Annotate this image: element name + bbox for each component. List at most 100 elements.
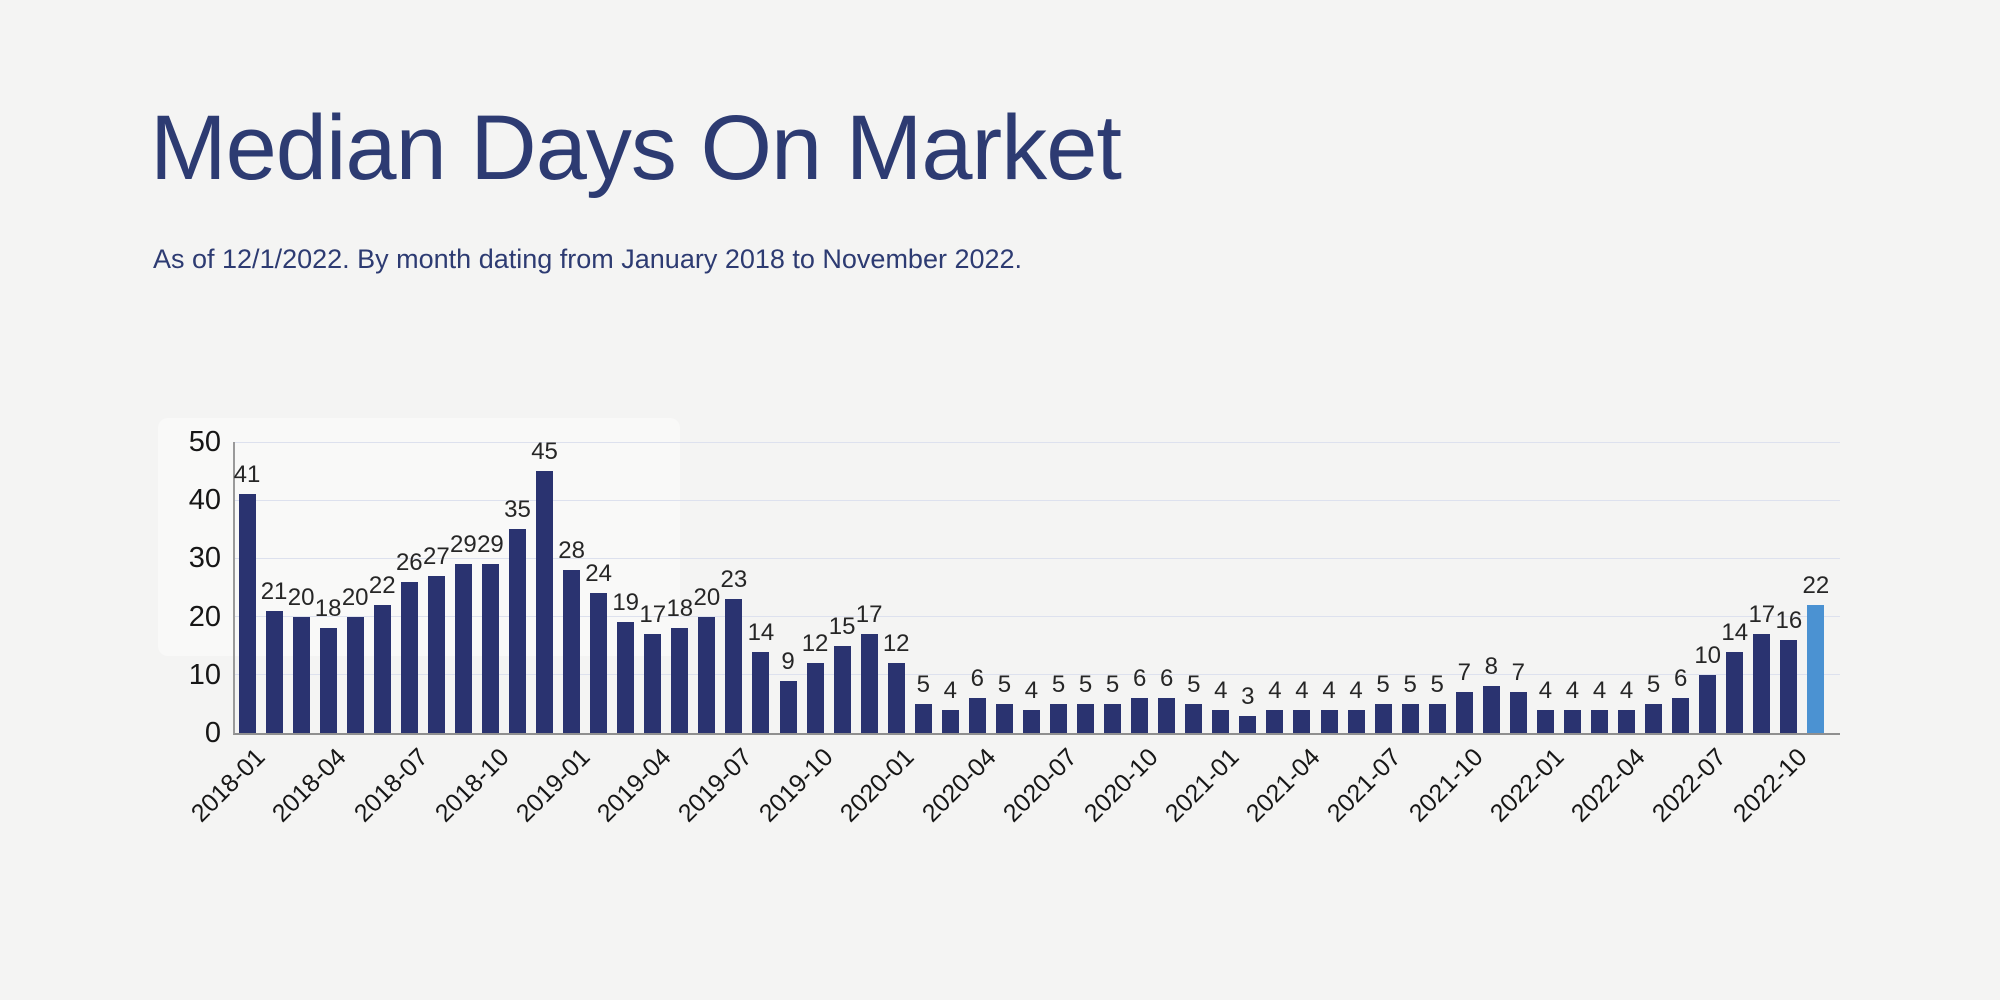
bar-2022-02 bbox=[1563, 709, 1581, 733]
x-axis-tick-2020-04: 2020-04 bbox=[916, 743, 1002, 828]
bar-2022-04 bbox=[1618, 709, 1636, 733]
bar-value-2019-09: 9 bbox=[781, 647, 795, 675]
bar-2021-08 bbox=[1401, 703, 1419, 733]
x-axis-tick-2019-01: 2019-01 bbox=[510, 743, 596, 828]
bar-2020-09 bbox=[1104, 703, 1122, 733]
bar-value-2020-05: 5 bbox=[997, 670, 1012, 698]
bar-2020-04 bbox=[968, 698, 986, 733]
bar-2021-09 bbox=[1428, 703, 1446, 733]
bar-2021-02 bbox=[1239, 715, 1257, 733]
bar-value-2019-05: 18 bbox=[666, 595, 694, 623]
bar-value-2022-10: 16 bbox=[1775, 606, 1803, 634]
x-axis-tick-2021-10: 2021-10 bbox=[1403, 743, 1489, 828]
bar-2020-08 bbox=[1077, 703, 1095, 733]
bar-value-2022-03: 4 bbox=[1592, 676, 1607, 704]
bar-value-2018-04: 18 bbox=[314, 595, 342, 623]
bar-value-2022-04: 4 bbox=[1619, 676, 1634, 704]
bar-value-2018-08: 27 bbox=[422, 542, 450, 570]
bar-2019-06 bbox=[698, 616, 716, 733]
bar-value-2018-02: 21 bbox=[260, 577, 288, 605]
bar-2021-04 bbox=[1293, 709, 1311, 733]
x-axis-tick-2022-10: 2022-10 bbox=[1727, 743, 1813, 828]
bar-2019-12 bbox=[860, 634, 878, 733]
bar-2020-05 bbox=[995, 703, 1013, 733]
bar-2018-09 bbox=[454, 564, 472, 733]
bar-value-2021-08: 5 bbox=[1403, 670, 1417, 698]
bar-2022-10 bbox=[1780, 639, 1798, 733]
bar-2020-03 bbox=[941, 709, 959, 733]
bar-2019-11 bbox=[833, 645, 851, 733]
bar-2018-02 bbox=[265, 610, 283, 733]
bar-value-2019-06: 20 bbox=[693, 583, 721, 611]
bar-value-2019-10: 12 bbox=[801, 630, 829, 658]
bar-value-2021-02: 3 bbox=[1241, 682, 1255, 710]
y-axis-tick-50: 50 bbox=[188, 426, 221, 458]
bar-value-2022-11: 22 bbox=[1802, 571, 1830, 599]
x-axis-tick-2018-01: 2018-01 bbox=[186, 743, 271, 828]
bar-value-2018-12: 45 bbox=[531, 438, 558, 466]
gridline-y-30 bbox=[235, 557, 1840, 559]
bar-value-2020-01: 12 bbox=[882, 630, 910, 658]
bar-value-2022-08: 14 bbox=[1721, 618, 1749, 646]
bar-value-2019-02: 24 bbox=[585, 560, 612, 588]
y-axis-tick-30: 30 bbox=[188, 542, 221, 575]
bar-value-2020-02: 5 bbox=[916, 670, 930, 698]
bar-value-2020-03: 4 bbox=[943, 676, 957, 704]
x-axis-tick-2022-04: 2022-04 bbox=[1565, 743, 1651, 828]
bar-2018-10 bbox=[481, 564, 499, 733]
bar-2020-12 bbox=[1185, 703, 1203, 733]
bar-value-2021-03: 4 bbox=[1268, 676, 1282, 704]
bar-2019-08 bbox=[752, 651, 770, 733]
bar-value-2020-10: 6 bbox=[1132, 665, 1147, 693]
bar-2018-08 bbox=[427, 575, 445, 733]
bar-2019-01 bbox=[563, 570, 581, 733]
x-axis-tick-2022-01: 2022-01 bbox=[1484, 743, 1570, 828]
bar-2019-10 bbox=[806, 663, 824, 733]
gridline-y-50 bbox=[235, 441, 1840, 443]
page-subtitle: As of 12/1/2022. By month dating from Ja… bbox=[153, 244, 1023, 274]
bar-2019-09 bbox=[779, 680, 797, 733]
y-axis-tick-0: 0 bbox=[204, 717, 221, 749]
x-axis-tick-2019-04: 2019-04 bbox=[591, 743, 677, 828]
bar-value-2020-04: 6 bbox=[970, 665, 985, 693]
x-axis-tick-2020-10: 2020-10 bbox=[1078, 743, 1164, 828]
bar-value-2019-03: 19 bbox=[612, 589, 640, 617]
bar-2020-10 bbox=[1131, 698, 1149, 733]
bar-value-2019-11: 15 bbox=[828, 612, 856, 640]
bar-value-2018-06: 22 bbox=[368, 571, 396, 599]
bar-value-2022-05: 5 bbox=[1646, 670, 1661, 698]
bar-value-2021-05: 4 bbox=[1322, 676, 1336, 704]
bar-value-2021-04: 4 bbox=[1295, 676, 1309, 704]
bar-2018-06 bbox=[373, 604, 391, 733]
gridline-y-20 bbox=[235, 616, 1840, 618]
bar-2021-12 bbox=[1509, 692, 1527, 733]
y-axis-tick-10: 10 bbox=[188, 658, 221, 691]
bar-value-2021-10: 7 bbox=[1457, 659, 1471, 687]
bar-value-2019-12: 17 bbox=[855, 601, 883, 629]
bar-value-2018-05: 20 bbox=[341, 583, 369, 611]
bar-2019-02 bbox=[590, 593, 608, 733]
bar-2022-06 bbox=[1672, 698, 1690, 733]
bar-2019-04 bbox=[644, 634, 662, 733]
y-axis-tick-20: 20 bbox=[188, 600, 221, 633]
bar-2021-01 bbox=[1212, 709, 1230, 733]
bar-value-2021-11: 8 bbox=[1484, 653, 1498, 681]
bar-2018-01 bbox=[238, 494, 256, 733]
bar-value-2019-01: 28 bbox=[558, 537, 585, 565]
bar-2022-03 bbox=[1591, 709, 1608, 733]
x-axis-tick-2019-10: 2019-10 bbox=[754, 743, 839, 828]
bar-2018-07 bbox=[400, 581, 418, 733]
bar-2022-07 bbox=[1699, 674, 1717, 733]
bar-2022-09 bbox=[1753, 634, 1771, 733]
bar-value-2020-08: 5 bbox=[1078, 670, 1093, 698]
bar-2018-05 bbox=[346, 616, 364, 733]
bar-value-2021-12: 7 bbox=[1511, 659, 1526, 687]
x-axis-tick-2021-04: 2021-04 bbox=[1241, 743, 1326, 828]
bar-2021-10 bbox=[1455, 692, 1473, 733]
bar-2022-01 bbox=[1536, 709, 1554, 733]
bar-value-2018-07: 26 bbox=[395, 548, 423, 576]
bar-value-2018-10: 29 bbox=[477, 531, 504, 559]
bar-value-2018-03: 20 bbox=[287, 583, 315, 611]
gridline-y-40 bbox=[235, 499, 1840, 501]
